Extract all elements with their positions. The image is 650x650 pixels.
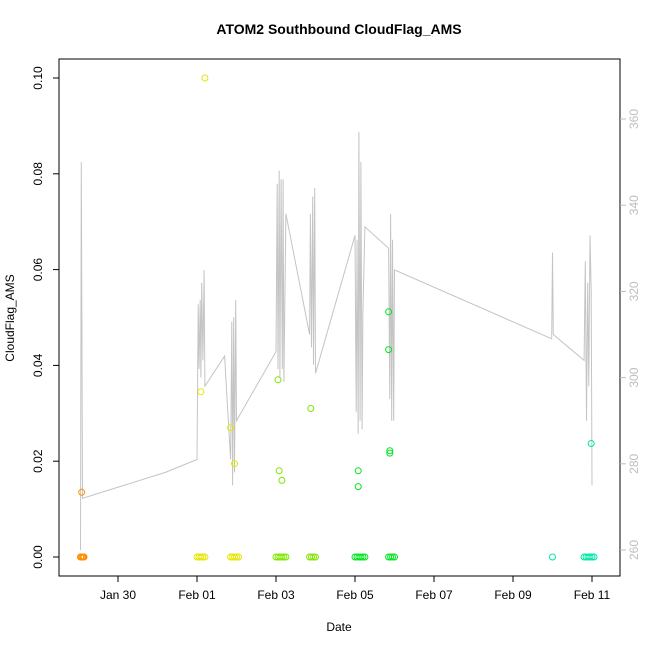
y2-tick-label-5: 360 (627, 109, 641, 129)
y-tick-label-1: 0.02 (31, 449, 45, 473)
data-point-s3-5 (361, 553, 369, 561)
data-point-s3-12 (385, 308, 393, 316)
data-point-s1-11 (197, 388, 205, 396)
y-axis-right: 260 280 300 320 340 360 (620, 109, 641, 560)
plot-frame (58, 58, 621, 577)
y-tick-label-0: 0.00 (31, 545, 45, 569)
data-point-s3-9 (391, 553, 398, 561)
y2-tick-label-4: 340 (627, 195, 641, 215)
data-point-s2-12 (278, 476, 286, 484)
data-point-s4-4 (586, 553, 594, 561)
data-point-s4-6 (590, 553, 598, 561)
data-point-s1-10 (201, 74, 209, 82)
data-point-s4-5 (588, 553, 596, 561)
x-tick-label-3: Feb 05 (336, 588, 374, 602)
data-point-s1-13 (231, 460, 238, 468)
x-tick-label-4: Feb 07 (415, 588, 453, 602)
data-point-s3-3 (357, 553, 365, 561)
data-point-s1-8 (233, 553, 240, 561)
data-point-s2-9 (312, 553, 319, 561)
data-point-s2-4 (280, 553, 288, 561)
data-point-s1-7 (231, 553, 238, 561)
data-point-s3-15 (386, 449, 394, 457)
data-point-s3-11 (354, 483, 362, 491)
data-points (77, 74, 598, 561)
data-point-s4-7 (587, 440, 595, 447)
chart-title: ATOM2 Southbound CloudFlag_AMS (216, 21, 461, 37)
data-point-s0-4 (80, 553, 88, 561)
y-axis-label: CloudFlag_AMS (3, 274, 17, 361)
plot-border (58, 58, 621, 577)
data-point-s3-13 (385, 346, 393, 354)
y-tick-label-4: 0.08 (31, 162, 45, 186)
data-point-s1-12 (227, 424, 235, 432)
x-axis-label: Date (326, 620, 352, 634)
data-point-s4-0 (549, 553, 556, 561)
y2-tick-label-1: 280 (627, 453, 641, 473)
y-tick-label-3: 0.06 (31, 258, 45, 282)
data-point-s2-8 (310, 553, 317, 561)
data-point-s0-5 (78, 488, 86, 496)
x-tick-label-2: Feb 03 (257, 588, 295, 602)
data-point-s3-14 (386, 447, 394, 455)
y2-tick-label-0: 260 (627, 540, 641, 560)
y-tick-label-2: 0.04 (31, 353, 45, 377)
data-point-s2-7 (308, 553, 315, 561)
data-point-s2-10 (274, 376, 282, 384)
data-point-s2-13 (307, 405, 315, 412)
data-point-s2-11 (275, 467, 283, 475)
data-point-s3-4 (359, 553, 367, 561)
data-point-s3-10 (354, 467, 362, 475)
y-tick-label-5: 0.10 (31, 66, 45, 90)
x-tick-label-1: Feb 01 (178, 588, 216, 602)
x-tick-label-5: Feb 09 (494, 588, 532, 602)
data-point-s1-9 (235, 553, 242, 561)
data-point-s2-3 (278, 553, 286, 561)
x-tick-label-0: Jan 30 (100, 588, 136, 602)
y2-tick-label-3: 320 (627, 281, 641, 301)
data-point-s2-5 (282, 553, 290, 561)
secondary-line-path (80, 131, 593, 551)
data-point-s3-7 (387, 553, 395, 561)
data-point-s1-3 (199, 553, 207, 561)
y-axis-left: 0.00 0.02 0.04 0.06 0.08 0.10 (31, 66, 59, 569)
data-point-s1-4 (201, 553, 209, 561)
data-point-s1-2 (197, 553, 205, 561)
secondary-line-series (80, 131, 593, 551)
x-tick-label-6: Feb 11 (574, 588, 611, 602)
x-axis: Jan 30 Feb 01 Feb 03 Feb 05 Feb 07 Feb 09 Feb … (100, 576, 611, 602)
y2-tick-label-2: 300 (627, 367, 641, 387)
data-point-s3-8 (389, 553, 396, 561)
